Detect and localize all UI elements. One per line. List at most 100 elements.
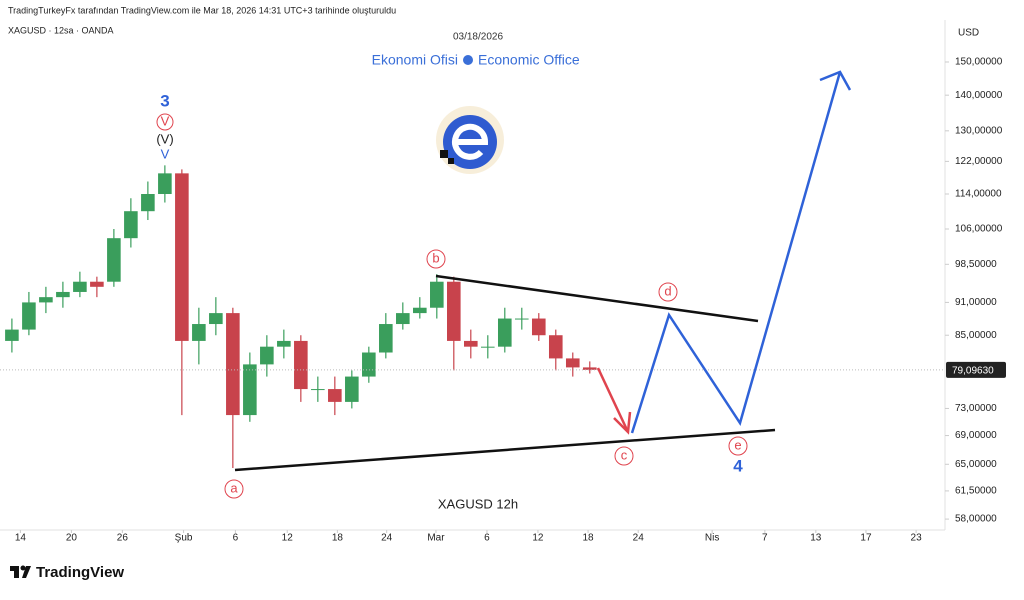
candle-body <box>124 211 138 239</box>
wave-label: 4 <box>733 456 743 475</box>
candle-body <box>141 194 155 212</box>
x-tick-label: 18 <box>332 533 344 544</box>
triangle-upper <box>435 274 759 323</box>
x-tick-label: Nis <box>705 533 719 544</box>
wave-label: c <box>621 447 628 462</box>
candle-body <box>260 346 274 365</box>
date: 03/18/2026 <box>453 32 503 43</box>
candle-body <box>582 367 597 370</box>
y-tick-label: 130,00000 <box>955 125 1003 136</box>
y-tick-label: 69,00000 <box>955 430 997 441</box>
last-price-label: 79,09630 <box>952 365 994 376</box>
chart-title: XAGUSD 12h <box>438 496 518 511</box>
wave-label: (V) <box>156 131 173 146</box>
watermark-logo <box>436 106 504 174</box>
y-tick-label: 73,00000 <box>955 403 997 414</box>
x-tick-label: 12 <box>532 533 544 544</box>
credit: TradingTurkeyFx tarafından TradingView.c… <box>8 5 396 15</box>
candle-body <box>73 281 87 292</box>
x-tick-label: 20 <box>66 533 78 544</box>
wave-c-arrow <box>596 367 630 433</box>
triangle-lower <box>234 428 776 472</box>
wave-label: e <box>734 437 741 452</box>
x-tick-label: Şub <box>175 533 193 544</box>
circle <box>614 446 634 466</box>
candle-body <box>565 358 580 368</box>
wave-labels: 3 V (V) V b d a c e 4 <box>156 91 748 499</box>
last-price-box <box>946 361 1006 378</box>
wave-label: V <box>161 113 170 128</box>
drawings <box>234 70 852 472</box>
y-tick-label: 122,00000 <box>955 156 1003 167</box>
x-tick-label: 24 <box>381 533 393 544</box>
y-tick-label: 61,50000 <box>955 486 997 497</box>
wave-label: 3 <box>160 91 169 110</box>
y-tick-label: 65,00000 <box>955 459 997 470</box>
wave-path <box>630 71 842 434</box>
wave-label: b <box>432 250 439 265</box>
y-tick-label: 85,00000 <box>955 330 997 341</box>
x-tick-label: 24 <box>633 533 645 544</box>
footer-logo-text: TradingView <box>36 564 124 581</box>
candle-body <box>514 318 529 320</box>
candle-body <box>90 281 104 287</box>
candle-body <box>413 307 427 314</box>
candle-body <box>328 389 342 402</box>
candle-body <box>531 318 546 336</box>
candle-body <box>277 340 291 347</box>
candle-body <box>464 340 478 347</box>
candle-body <box>548 335 563 359</box>
candle-body <box>311 389 325 391</box>
y-axis-label: USD <box>958 28 979 39</box>
circle <box>728 436 748 456</box>
y-tick-label: 140,00000 <box>955 90 1003 101</box>
circle <box>224 479 244 499</box>
footer-logo: TradingView <box>10 564 124 581</box>
x-tick-label: 12 <box>282 533 294 544</box>
y-tick-label: 114,00000 <box>955 189 1002 200</box>
x-tick-label: 23 <box>911 533 923 544</box>
candle-body <box>39 297 53 303</box>
candle-body <box>345 376 359 402</box>
y-tick-label: 106,00000 <box>955 224 1003 235</box>
candle-body <box>497 318 512 347</box>
candle-body <box>175 173 189 341</box>
y-tick-label: 58,00000 <box>955 514 997 525</box>
candle-body <box>22 302 36 330</box>
x-tick-label: 6 <box>233 533 239 544</box>
candle-body <box>192 324 206 341</box>
candle-body <box>447 281 461 341</box>
candle-body <box>56 291 70 298</box>
candle-body <box>379 324 393 353</box>
candle-body <box>158 173 172 195</box>
y-tick-label: 98,50000 <box>955 259 997 270</box>
symbol: XAGUSD · 12sa · OANDA <box>8 25 114 35</box>
candle-body <box>294 340 308 390</box>
x-tick-label: 7 <box>762 533 768 544</box>
y-tick-label: 91,00000 <box>955 297 997 308</box>
candle-body <box>226 313 240 416</box>
x-tick-label: 13 <box>810 533 822 544</box>
arrow-head <box>819 70 852 91</box>
y-tick-label: 150,00000 <box>955 57 1003 68</box>
brand-right: Economic Office <box>478 52 580 68</box>
circle <box>426 249 446 269</box>
wave-label: a <box>230 480 238 495</box>
x-tick-label: 17 <box>860 533 872 544</box>
x-tick-label: Mar <box>427 533 445 544</box>
candle-body <box>362 352 376 377</box>
candle-body <box>430 281 444 308</box>
candle-body <box>243 364 257 416</box>
plot <box>0 165 945 468</box>
x-tick-label: 26 <box>117 533 129 544</box>
candle-body <box>5 329 19 341</box>
candle-body <box>107 238 121 282</box>
circle <box>658 282 678 302</box>
x-tick-label: 14 <box>15 533 27 544</box>
brand-dot <box>463 55 473 65</box>
candle-body <box>396 313 410 325</box>
arrow-head <box>613 411 632 435</box>
x-tick-label: 6 <box>484 533 490 544</box>
